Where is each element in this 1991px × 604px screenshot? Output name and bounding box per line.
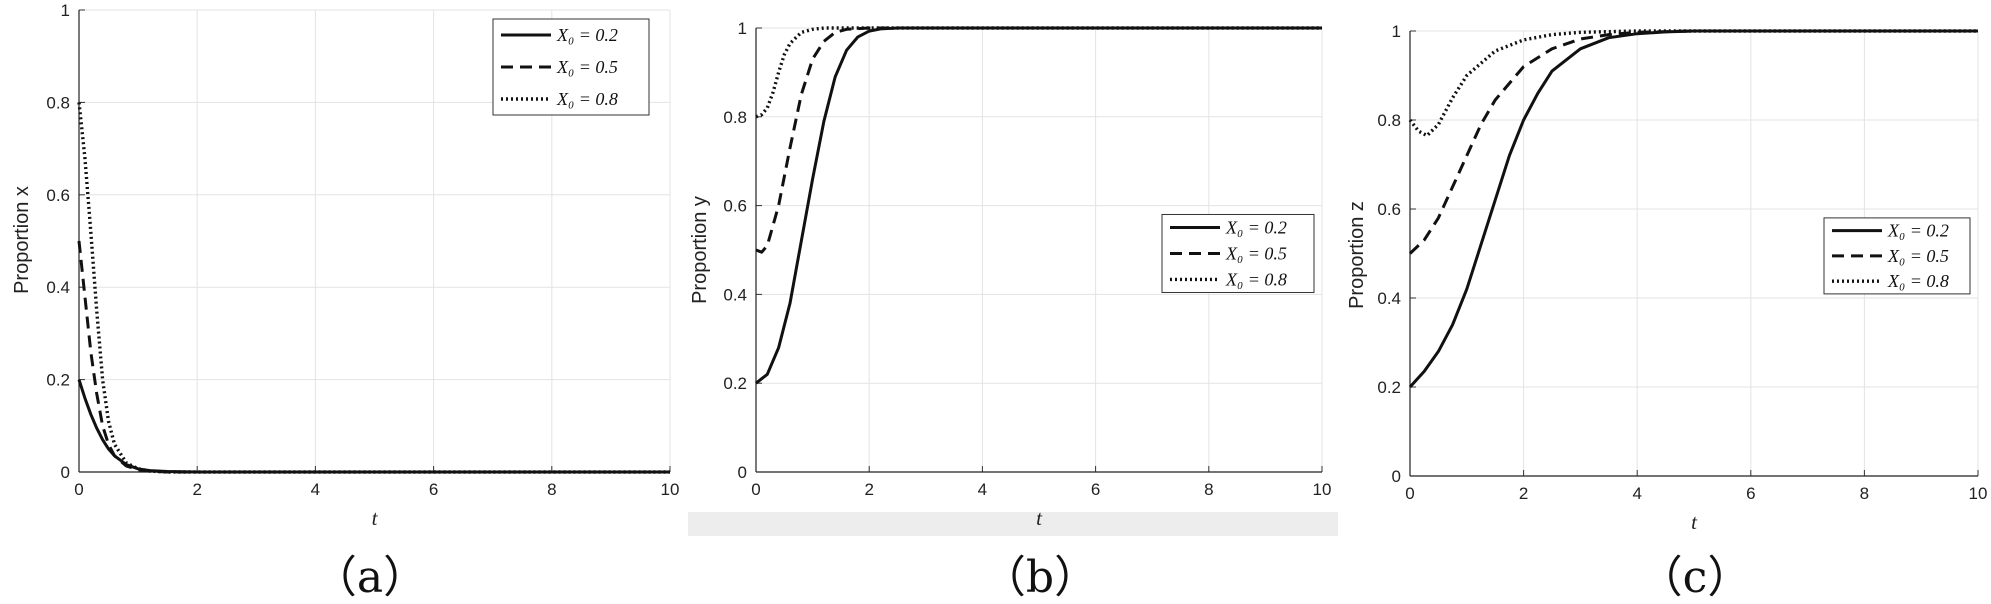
legend-label: X₀ = 0.5 [1225,243,1287,263]
series-line-dotted [77,102,670,474]
series-line-dashed [755,26,1322,254]
y-tick-label: 0.2 [46,371,70,390]
x-tick-label: 0 [1405,484,1414,503]
y-tick-label: 0 [61,463,70,482]
y-tick-label: 0.6 [723,197,747,216]
y-tick-label: 0.8 [723,108,747,127]
chart-panel-a: 0 2 4 6 8 10 0 0.2 0.4 0.6 0.8 1 t Proportion x X₀ = 0… [11,1,679,603]
x-tick-label: 8 [547,480,556,499]
legend: X₀ = 0.2 X₀ = 0.5 X₀ = 0.8 [1161,213,1315,293]
x-tick-label: 8 [1204,480,1213,499]
x-tick-label: 10 [1969,484,1988,503]
legend: X₀ = 0.2 X₀ = 0.5 X₀ = 0.8 [1823,217,1971,295]
chart-panel-b: 0 2 4 6 8 10 0 0.2 0.4 0.6 0.8 1 t Proportion y X₀ = 0… [689,19,1331,603]
y-tick-label: 0 [1392,467,1401,486]
x-axis-label: t [1036,506,1043,530]
y-tick-label: 0.6 [1377,200,1401,219]
panel-caption: （b） [982,552,1098,603]
x-tick-label: 10 [661,480,680,499]
x-tick-label: 10 [1313,480,1332,499]
y-tick-label: 0.2 [1377,378,1401,397]
legend-label: X₀ = 0.8 [1887,271,1949,291]
legend: X₀ = 0.2 X₀ = 0.5 X₀ = 0.8 [492,18,650,116]
x-tick-label: 6 [1746,484,1755,503]
x-tick-label: 4 [978,480,987,499]
chart-panel-c: 0 2 4 6 8 10 0 0.2 0.4 0.6 0.8 1 t Proportion z X₀ = 0… [1346,22,1987,603]
y-axis-label: Proportion x [11,186,33,294]
y-tick-label: 0 [738,463,747,482]
x-tick-label: 0 [74,480,83,499]
panel-b-bottom-strip [688,512,1338,536]
y-tick-label: 0.4 [1377,289,1401,308]
x-axis-label: t [372,506,379,530]
y-tick-label: 1 [738,19,747,38]
y-tick-label: 0.4 [46,278,70,297]
y-tick-label: 0.2 [723,374,747,393]
legend-label: X₀ = 0.2 [1887,221,1949,241]
x-tick-label: 8 [1860,484,1869,503]
panel-caption: （c） [1639,552,1752,603]
x-tick-label: 2 [192,480,201,499]
legend-label: X₀ = 0.2 [556,25,618,45]
x-tick-label: 2 [1519,484,1528,503]
x-axis-label: t [1691,510,1698,534]
y-tick-label: 1 [1392,22,1401,41]
x-tick-label: 4 [1632,484,1641,503]
x-tick-label: 0 [751,480,760,499]
legend-label: X₀ = 0.5 [556,57,618,77]
y-tick-label: 0.8 [1377,111,1401,130]
y-tick-label: 0.4 [723,285,747,304]
panel-caption: （a） [313,552,427,603]
y-axis-label: Proportion z [1346,201,1368,309]
legend-label: X₀ = 0.2 [1225,217,1287,237]
x-tick-label: 2 [864,480,873,499]
y-tick-label: 1 [61,1,70,20]
x-tick-label: 4 [311,480,320,499]
y-axis-label: Proportion y [689,196,711,304]
legend-label: X₀ = 0.8 [1225,269,1287,289]
x-tick-label: 6 [429,480,438,499]
y-tick-label: 0.8 [46,93,70,112]
y-tick-label: 0.6 [46,186,70,205]
legend-label: X₀ = 0.8 [556,89,618,109]
legend-label: X₀ = 0.5 [1887,246,1949,266]
series-line-dashed [1408,29,1978,255]
x-tick-label: 6 [1091,480,1100,499]
